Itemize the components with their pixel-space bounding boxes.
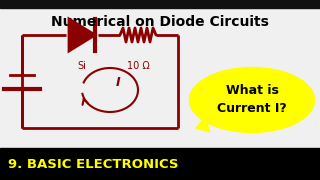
Ellipse shape [189, 68, 315, 132]
Text: 9. BASIC ELECTRONICS: 9. BASIC ELECTRONICS [8, 158, 179, 170]
Text: 10 Ω: 10 Ω [127, 61, 149, 71]
Polygon shape [69, 19, 95, 51]
Bar [0, 148, 320, 180]
Text: What is
Current I?: What is Current I? [217, 84, 287, 116]
Text: I: I [116, 75, 120, 89]
Bar [0, 0, 320, 8]
Polygon shape [196, 118, 210, 132]
Text: Numerical on Diode Circuits: Numerical on Diode Circuits [51, 15, 269, 29]
Text: Si: Si [77, 61, 86, 71]
